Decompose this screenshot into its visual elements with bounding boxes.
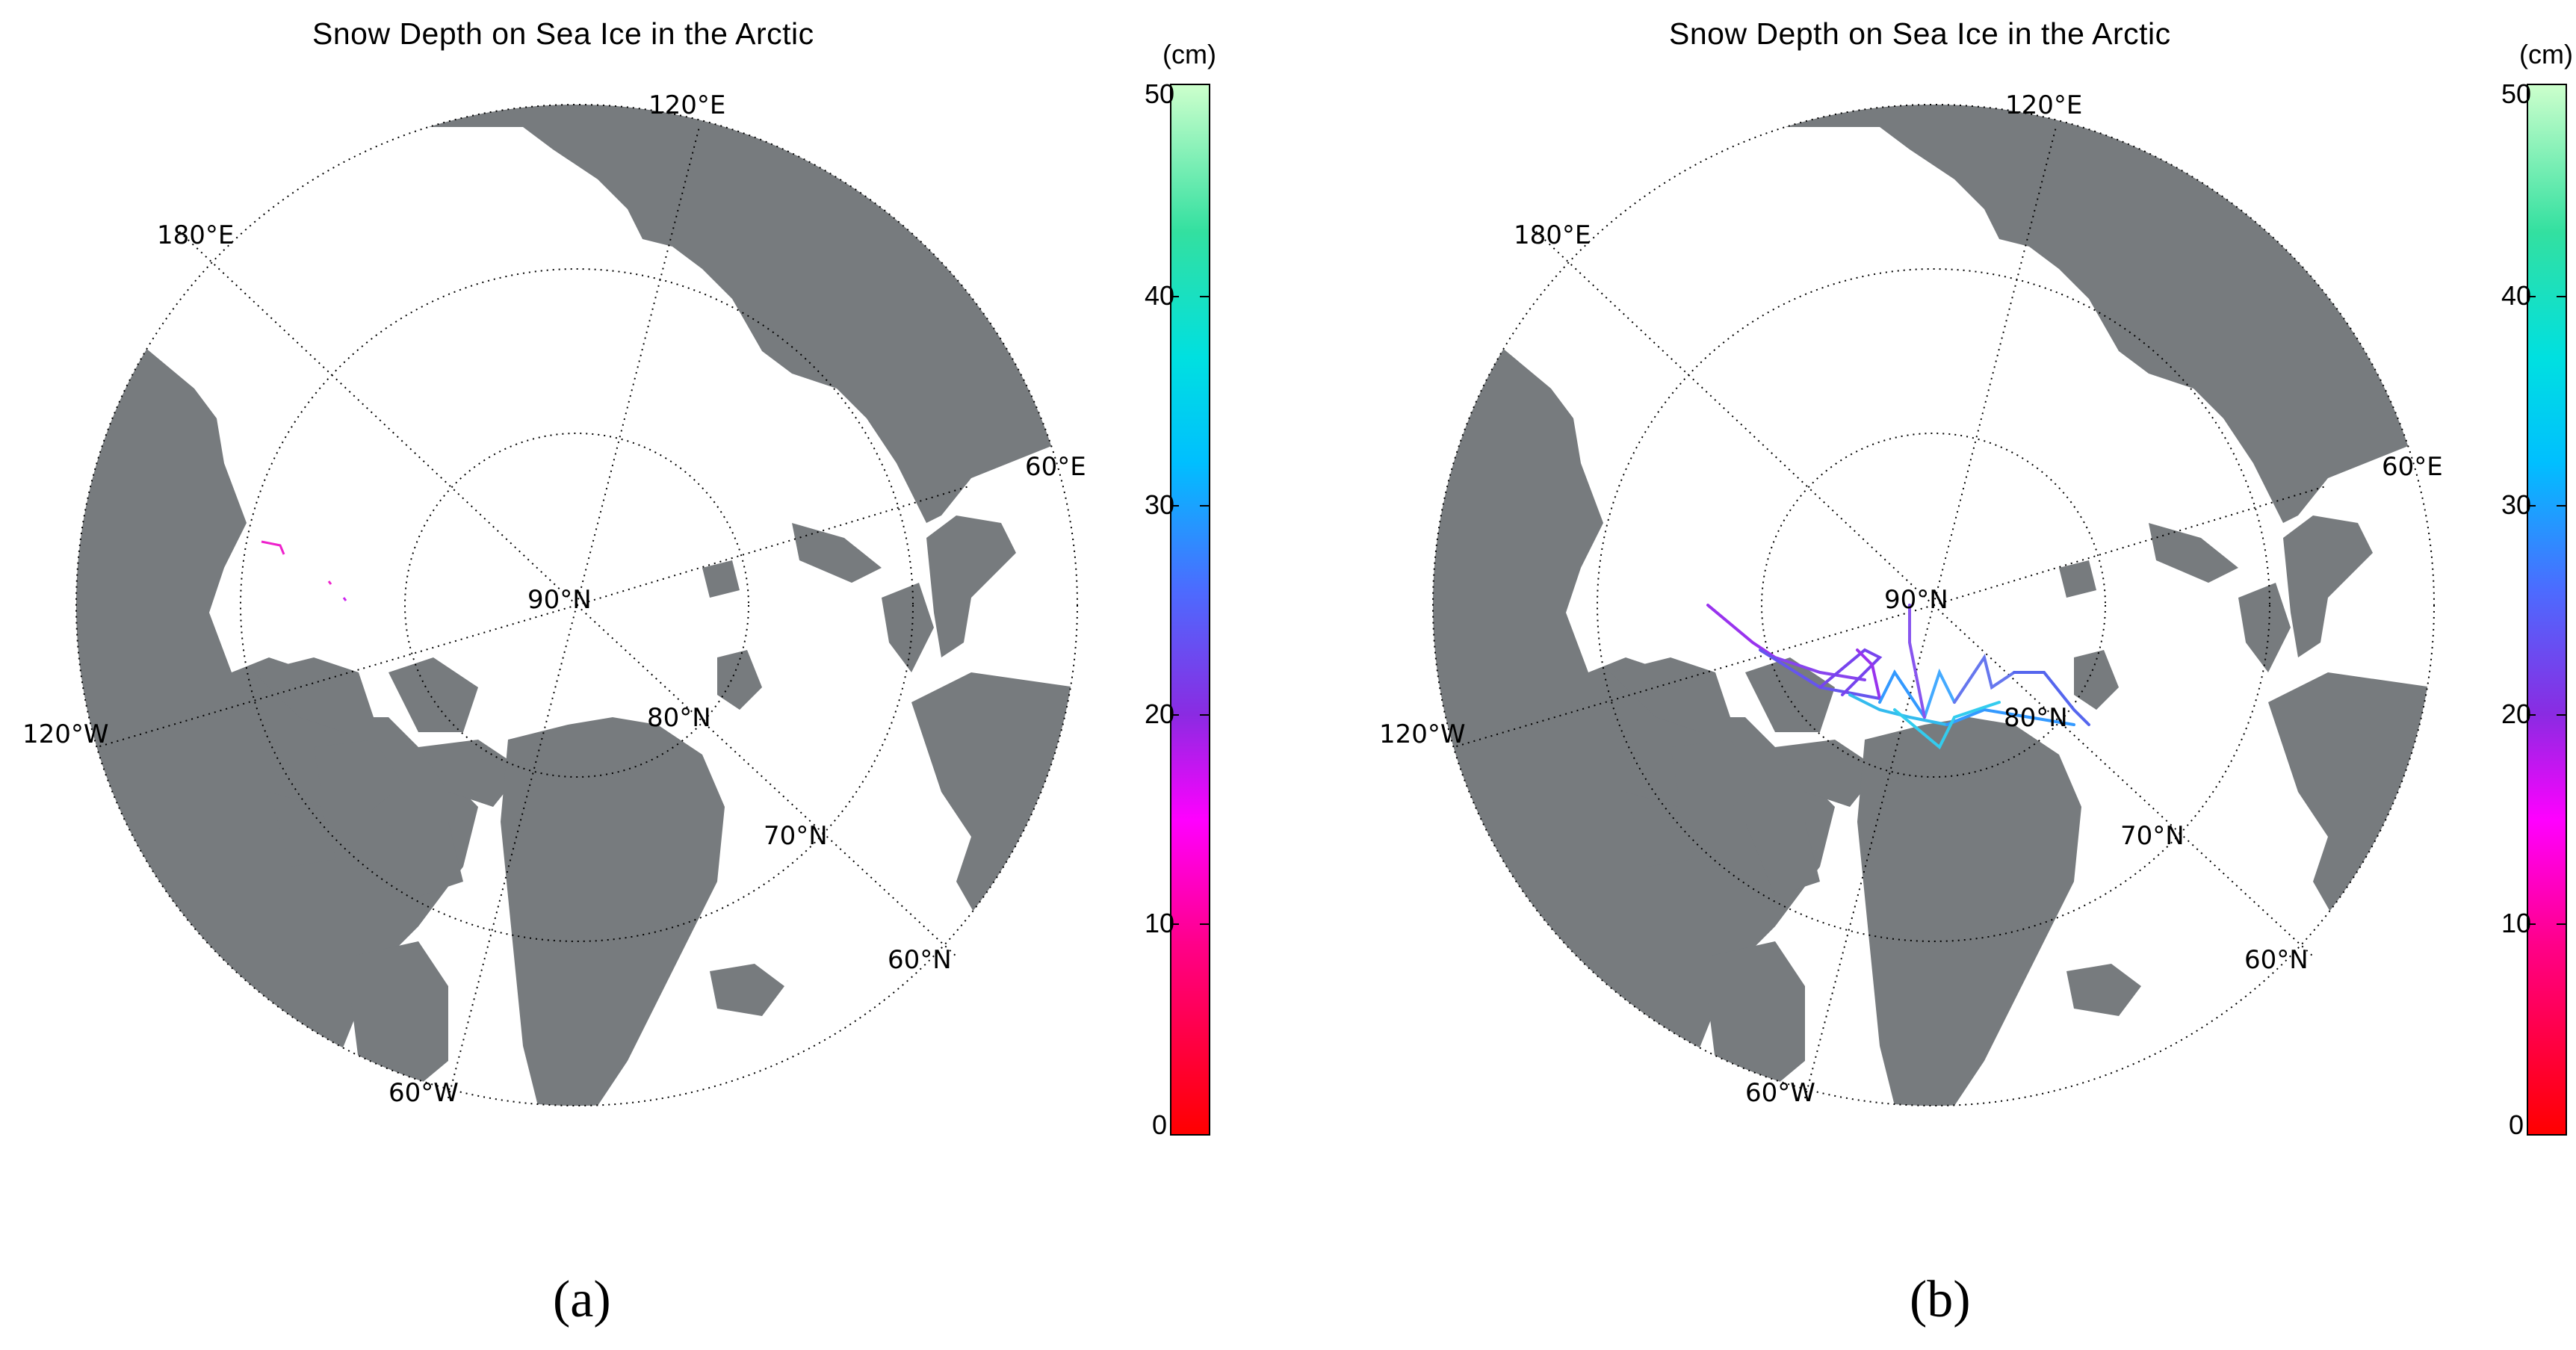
colorbar-tick-label: 40 — [2501, 280, 2532, 311]
meridian-label: 180°E — [157, 220, 234, 250]
colorbar-tick-label: 10 — [2501, 908, 2532, 938]
colorbar — [1170, 84, 1210, 1136]
meridian-label: 60°E — [1025, 452, 1086, 482]
meridian-label: 180°E — [1514, 220, 1591, 250]
meridian-label: 60°W — [1745, 1078, 1815, 1108]
parallel-label: 70°N — [764, 821, 828, 851]
colorbar-tick-mark — [2557, 714, 2566, 716]
meridian-label: 120°E — [2005, 90, 2082, 120]
map-title: Snow Depth on Sea Ice in the Arctic — [1669, 16, 2171, 51]
colorbar-tick-mark — [1170, 714, 1179, 716]
parallel-label: 60°N — [888, 945, 952, 975]
colorbar-tick-mark — [1170, 505, 1179, 507]
meridian-label: 120°W — [1379, 719, 1466, 749]
colorbar — [2527, 84, 2567, 1136]
panel-caption: (a) — [553, 1271, 611, 1328]
colorbar-tick-mark — [2557, 296, 2566, 297]
colorbar-tick-label: 40 — [1145, 280, 1175, 311]
colorbar-tick-mark — [2527, 505, 2536, 507]
colorbar-tick-mark — [1200, 296, 1209, 297]
parallel-label: 70°N — [2120, 821, 2185, 851]
meridian-label: 60°E — [2382, 452, 2443, 482]
panel-caption: (b) — [1910, 1271, 1971, 1328]
colorbar-tick-mark — [1170, 923, 1179, 925]
panel-a: Snow Depth on Sea Ice in the Arctic — [22, 16, 1216, 1328]
graticule — [1453, 126, 2329, 1099]
polar-map: 120°E 180°E 60°E 120°W 60°W 90°N 80°N 70… — [1379, 90, 2443, 1108]
colorbar-tick-label: 30 — [1145, 489, 1175, 520]
colorbar-tick-mark — [1200, 923, 1209, 925]
colorbar-tick-mark — [2527, 714, 2536, 716]
colorbar-tick-label: 50 — [2501, 78, 2532, 109]
colorbar-tick-mark — [1200, 505, 1209, 507]
parallel-label: 80°N — [2004, 703, 2068, 733]
snow-depth-traces — [261, 540, 347, 601]
colorbar-unit: (cm) — [1162, 39, 1216, 69]
colorbar-tick-label: 20 — [1145, 699, 1175, 729]
colorbar-tick-label: 0 — [2508, 1109, 2524, 1140]
colorbar-tick-label: 30 — [2501, 489, 2532, 520]
meridian-label: 60°W — [388, 1078, 459, 1108]
colorbar-tick-label: 0 — [1151, 1109, 1167, 1140]
colorbar-tick-label: 20 — [2501, 699, 2532, 729]
colorbar-tick-mark — [2527, 296, 2536, 297]
colorbar-tick-label: 50 — [1145, 78, 1175, 109]
meridian-label: 120°W — [22, 719, 109, 749]
snow-depth-traces — [1706, 604, 2090, 750]
colorbar-tick-mark — [2557, 505, 2566, 507]
map-title: Snow Depth on Sea Ice in the Arctic — [312, 16, 814, 51]
colorbar-tick-mark — [2557, 923, 2566, 925]
parallel-label: 90°N — [527, 585, 592, 615]
meridian-label: 120°E — [648, 90, 725, 120]
colorbar-tick-mark — [2527, 923, 2536, 925]
graticule — [96, 126, 972, 1099]
colorbar-tick-mark — [1170, 296, 1179, 297]
colorbar-tick-label: 10 — [1145, 908, 1175, 938]
polar-map: 120°E 180°E 60°E 120°W 60°W 90°N 80°N 70… — [22, 90, 1086, 1108]
parallel-label: 90°N — [1884, 585, 1948, 615]
parallel-label: 60°N — [2244, 945, 2309, 975]
panel-b: Snow Depth on Sea Ice in the Arctic — [1357, 0, 2576, 1350]
parallel-label: 80°N — [647, 703, 711, 733]
colorbar-unit: (cm) — [2519, 39, 2573, 69]
colorbar-tick-mark — [1200, 714, 1209, 716]
